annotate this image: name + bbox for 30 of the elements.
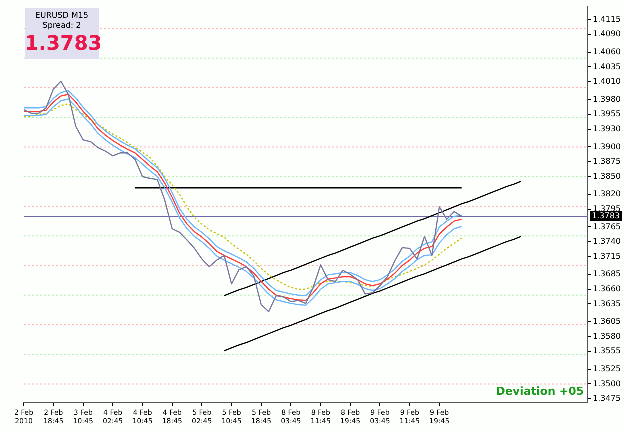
y-tick-label: 1.3525 <box>593 364 622 374</box>
y-tick-label: 1.3715 <box>593 252 622 261</box>
y-tick-label: 1.3475 <box>593 394 622 404</box>
y-tick-label: 1.3820 <box>593 190 622 199</box>
y-tick-label: 1.4035 <box>593 62 622 72</box>
y-tick-label: 1.3685 <box>593 270 622 279</box>
y-tick-label: 1.3875 <box>593 157 622 166</box>
y-tick-label: 1.4060 <box>593 48 622 57</box>
info-panel: EURUSD M15 Spread: 2 1.3783 <box>25 8 99 59</box>
y-tick-label: 1.3740 <box>593 237 622 246</box>
y-tick-label: 1.3955 <box>593 110 622 119</box>
y-tick-label: 1.4010 <box>593 77 622 86</box>
y-tick-label: 1.3850 <box>593 172 622 181</box>
y-tick-label: 1.3635 <box>593 299 622 308</box>
y-tick-label: 1.3930 <box>593 124 622 134</box>
annotation: EURUSD M15 <box>34 10 90 21</box>
y-tick-label: 1.3605 <box>593 317 622 326</box>
y-tick-label: 1.3980 <box>593 94 622 104</box>
y-tick-label: 1.3555 <box>593 346 622 356</box>
y-tick-label: 1.3660 <box>593 284 622 294</box>
y-tick-label: 1.3500 <box>593 379 622 388</box>
y-tick-label: 1.3765 <box>593 222 622 232</box>
y-tick-label: 1.4115 <box>593 14 622 24</box>
y-tick-label: 1.3900 <box>593 142 622 152</box>
annotation: Deviation +05 <box>496 385 584 398</box>
y-tick-label: 1.3795 <box>593 204 622 214</box>
annotation: Spread: 2 <box>42 20 82 31</box>
y-tick-label: 1.3580 <box>593 332 622 341</box>
y-tick-label: 1.4090 <box>593 30 622 39</box>
ref-line-label: 1.3783 <box>592 212 620 221</box>
